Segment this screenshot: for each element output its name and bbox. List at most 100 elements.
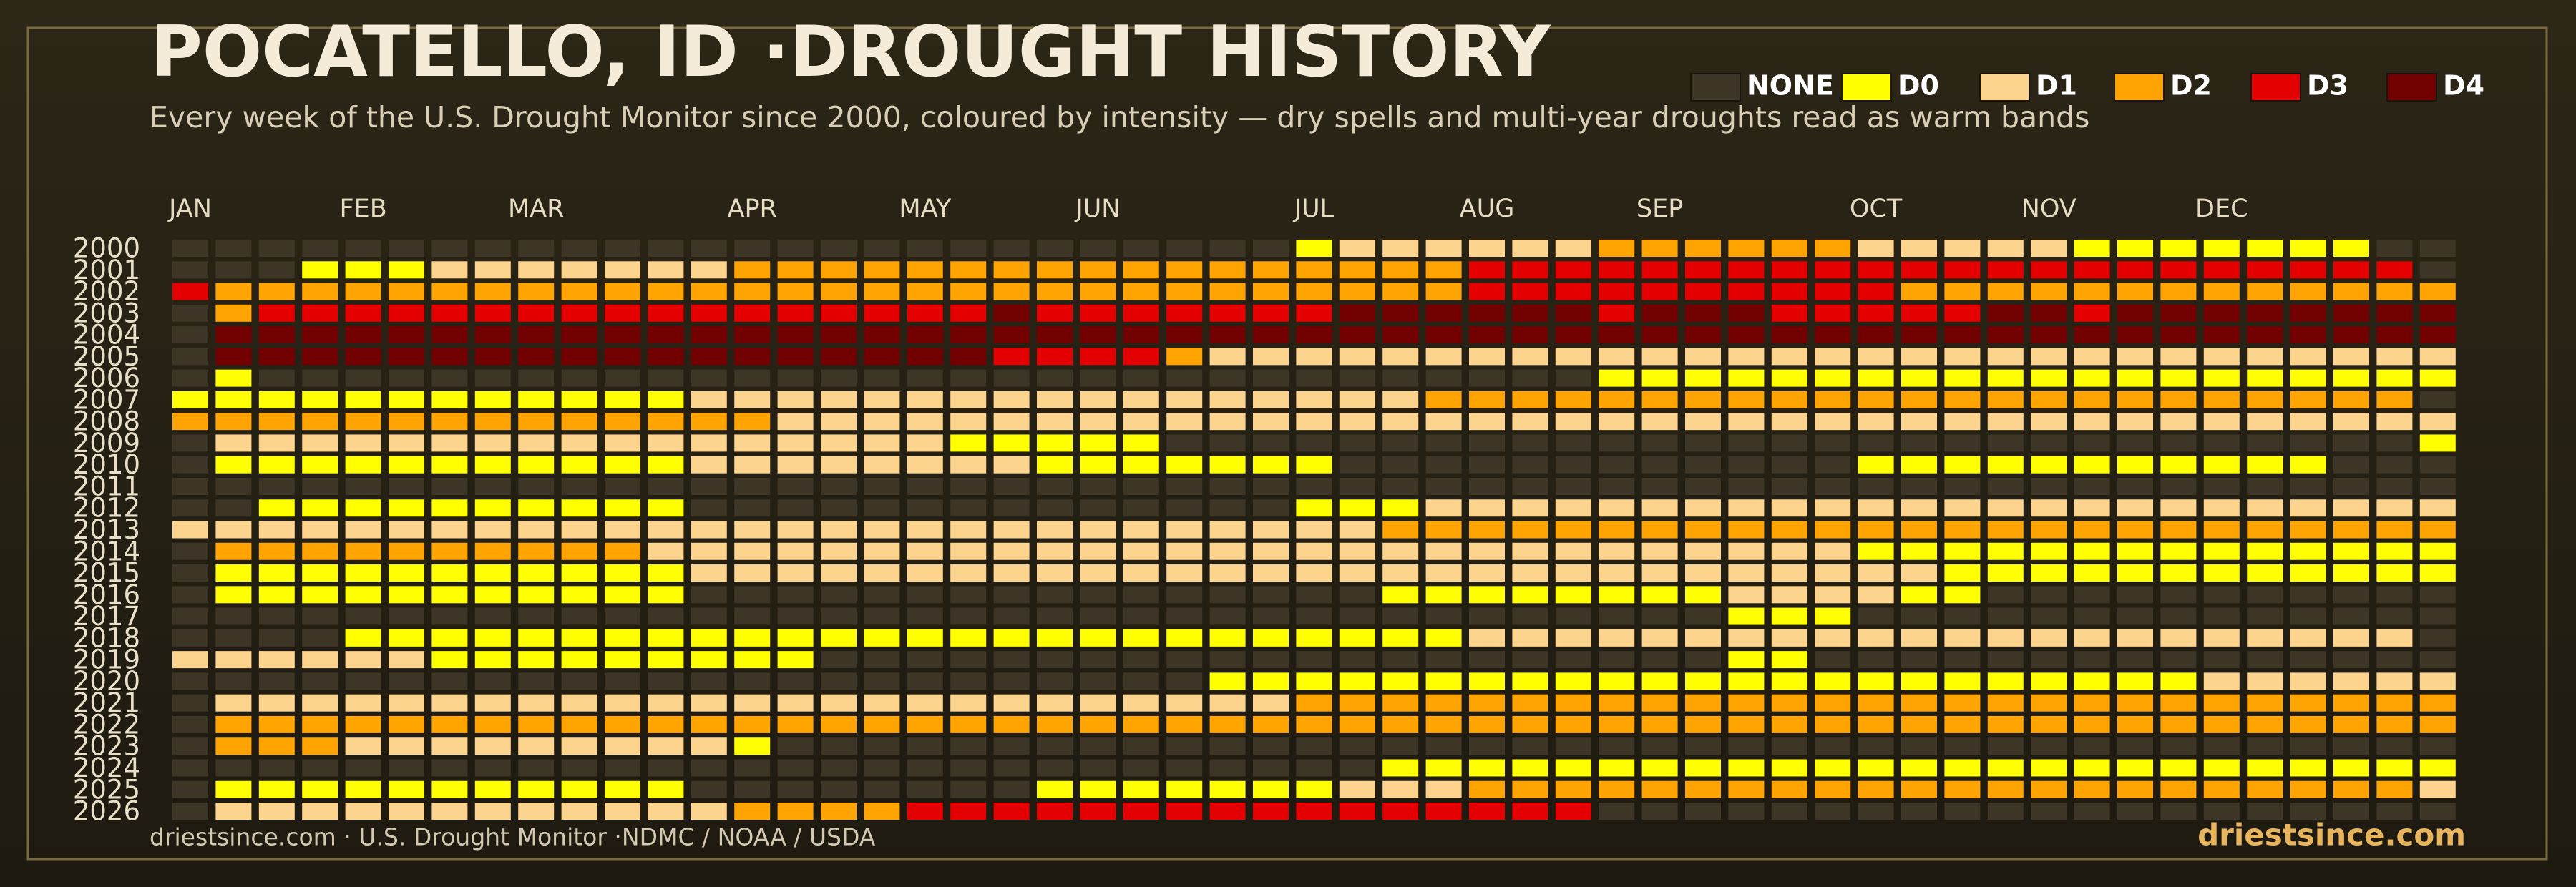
week-cell xyxy=(1469,456,1505,474)
week-cell xyxy=(821,586,857,604)
week-cell xyxy=(258,672,295,690)
week-cell xyxy=(474,803,511,820)
week-cell xyxy=(691,737,727,755)
week-cell xyxy=(258,759,295,777)
week-cell xyxy=(734,803,771,820)
week-cell xyxy=(1425,564,1462,582)
week-cell xyxy=(1944,715,1981,733)
week-cell xyxy=(777,542,814,560)
week-cell xyxy=(1037,261,1073,279)
week-cell xyxy=(1987,780,2024,798)
week-cell xyxy=(215,672,252,690)
week-cell xyxy=(1080,283,1116,300)
week-cell xyxy=(777,715,814,733)
week-cell xyxy=(2419,521,2456,539)
week-cell xyxy=(561,304,597,322)
week-cell xyxy=(950,413,987,431)
week-cell xyxy=(821,240,857,257)
week-cell xyxy=(1166,499,1203,517)
week-cell xyxy=(474,759,511,777)
week-cell xyxy=(1685,391,1721,408)
week-cell xyxy=(993,283,1030,300)
week-cell xyxy=(734,694,771,712)
week-cell xyxy=(1771,326,1807,344)
week-cell xyxy=(215,759,252,777)
month-label: MAY xyxy=(899,195,951,223)
week-cell xyxy=(2419,477,2456,495)
week-cell xyxy=(1858,348,1894,366)
week-cell xyxy=(2247,759,2283,777)
week-cell xyxy=(561,348,597,366)
week-cell xyxy=(648,521,684,539)
week-cell xyxy=(1641,499,1678,517)
week-cell xyxy=(2290,240,2326,257)
week-cell xyxy=(864,780,900,798)
week-cell xyxy=(777,759,814,777)
week-cell xyxy=(821,391,857,408)
week-cell xyxy=(648,542,684,560)
week-cell xyxy=(431,240,468,257)
week-cell xyxy=(258,240,295,257)
week-cell xyxy=(2376,499,2413,517)
week-cell xyxy=(821,694,857,712)
week-cell xyxy=(474,434,511,452)
week-cell xyxy=(1728,629,1765,647)
week-cell xyxy=(1469,261,1505,279)
week-cell xyxy=(389,304,424,322)
week-cell xyxy=(518,369,555,387)
week-cell xyxy=(1425,803,1462,820)
week-cell xyxy=(2376,629,2413,647)
week-cell xyxy=(864,240,900,257)
week-cell xyxy=(821,737,857,755)
week-cell xyxy=(1382,759,1419,777)
week-cell xyxy=(1080,413,1116,431)
week-cell xyxy=(1858,521,1894,539)
week-cell xyxy=(518,759,555,777)
week-cell xyxy=(1944,780,1981,798)
week-cell xyxy=(1599,348,1635,366)
week-cell xyxy=(1296,694,1332,712)
week-cell xyxy=(993,715,1030,733)
week-cell xyxy=(1599,586,1635,604)
week-cell xyxy=(1080,499,1116,517)
week-cell xyxy=(605,564,640,582)
week-cell xyxy=(1815,348,1851,366)
week-cell xyxy=(1512,477,1548,495)
week-cell xyxy=(2074,369,2110,387)
week-cell xyxy=(1641,586,1678,604)
week-cell xyxy=(431,759,468,777)
week-cell xyxy=(302,715,338,733)
week-cell xyxy=(907,456,943,474)
week-cell xyxy=(1296,737,1332,755)
week-cell xyxy=(2376,521,2413,539)
week-cell xyxy=(950,304,987,322)
week-cell xyxy=(950,780,987,798)
week-cell xyxy=(474,542,511,560)
week-cell xyxy=(2117,564,2153,582)
week-cell xyxy=(1944,391,1981,408)
week-cell xyxy=(907,348,943,366)
week-cell xyxy=(2376,737,2413,755)
week-cell xyxy=(474,672,511,690)
week-cell xyxy=(605,607,640,625)
week-cell xyxy=(1469,803,1505,820)
week-cell xyxy=(1425,391,1462,408)
week-cell xyxy=(1728,694,1765,712)
week-cell xyxy=(1728,499,1765,517)
week-cell xyxy=(864,434,900,452)
week-cell xyxy=(1771,586,1807,604)
week-cell xyxy=(2031,780,2067,798)
week-cell xyxy=(2203,651,2240,669)
week-cell xyxy=(345,607,381,625)
week-cell xyxy=(2419,629,2456,647)
week-cell xyxy=(1901,434,1937,452)
week-cell xyxy=(2203,672,2240,690)
week-cell xyxy=(1901,283,1937,300)
week-cell xyxy=(1555,607,1591,625)
week-cell xyxy=(1425,586,1462,604)
week-cell xyxy=(1123,413,1159,431)
legend-swatch xyxy=(1841,73,1892,102)
week-cell xyxy=(1037,564,1073,582)
week-cell xyxy=(172,759,208,777)
week-cell xyxy=(2074,261,2110,279)
